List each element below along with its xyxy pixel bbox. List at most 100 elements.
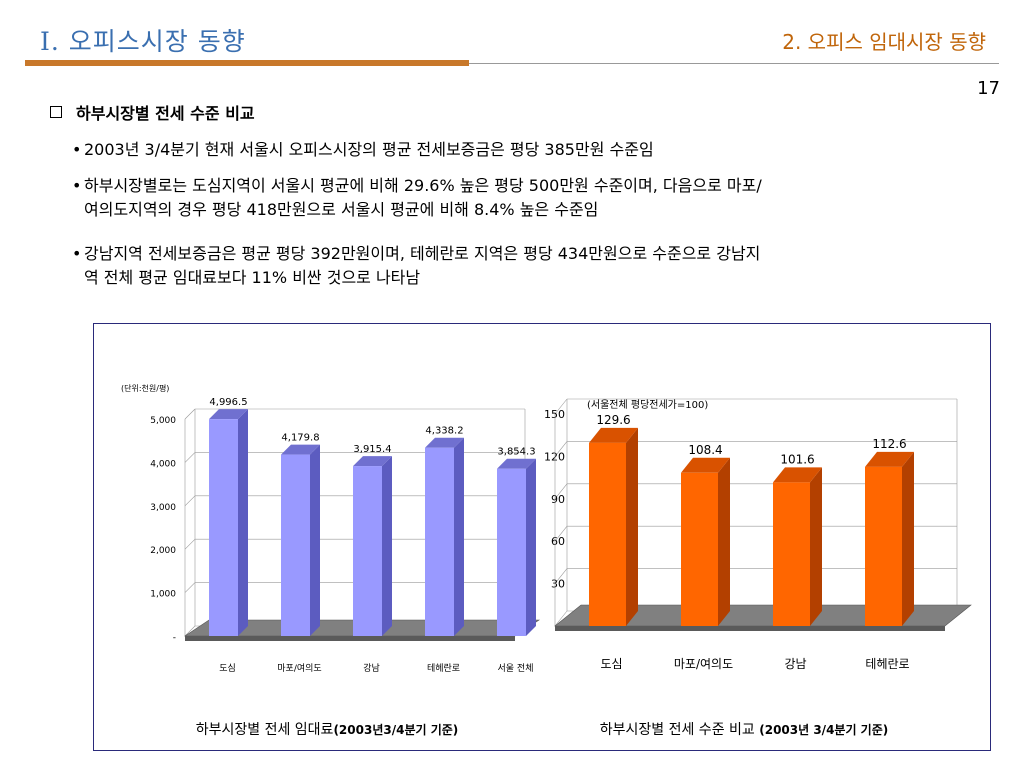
chart-2: -306090120150129.6도심108.4마포/여의도101.6강남11… [544,398,972,738]
side-gridline [184,625,196,637]
side-gridline [184,495,196,507]
checkbox-bullet-icon [50,106,62,118]
data-label: 3,854.3 [497,447,535,458]
bar-front [681,472,718,626]
bullet-text: 하부시장별로는 도심지역이 서울시 평균에 비해 29.6% 높은 평당 500… [84,176,762,195]
bar-side [382,456,392,636]
side-gridline [554,610,568,627]
bar [681,457,730,626]
data-label: 3,915.4 [353,444,391,455]
bar-top [773,467,822,483]
bar-top [589,427,638,443]
bar-front [281,454,310,636]
x-tick-label: 마포/여의도 [674,657,733,671]
unit-label: (서울전체 평당전세가=100) [587,399,708,411]
bar-front [497,468,526,636]
chart-title: 하부시장별 전세 임대료(2003년3/4분기 기준) [196,722,459,738]
bullet-dot-icon: • [72,140,82,159]
side-gridline [184,582,196,593]
bar [497,458,536,636]
bar [353,456,392,636]
bar-side [902,451,914,626]
y-tick-label: 60 [551,535,565,548]
bullet-item-3: • 강남지역 전세보증금은 평균 평당 392만원이며, 테헤란로 지역은 평당… [72,242,992,290]
y-tick-label: - [173,633,176,643]
charts-frame: - 1,000 2,000 3,000 4,000 5,000 4,996.5 도심 4,179… [93,323,991,751]
bullet-item-1: • 2003년 3/4분기 현재 서울시 오피스시장의 평균 전세보증금은 평당… [72,138,992,162]
side-gridline [554,568,568,584]
y-tick-label: 120 [544,450,565,463]
bar-side [238,409,248,636]
x-tick-label: 도심 [600,657,622,671]
data-label: 108.4 [688,443,722,457]
bar-side [718,457,730,626]
chart-floor-edge [555,626,945,631]
y-tick-label: 90 [551,493,565,506]
bar [281,444,320,636]
bar-side [810,467,822,626]
bar [865,451,914,626]
bar [589,427,638,626]
y-tick-label: 150 [544,408,565,421]
bar-side [626,427,638,626]
side-gridline [184,452,196,463]
data-label: 4,338.2 [425,426,463,437]
data-label: 129.6 [596,413,630,427]
side-gridline [184,538,196,550]
side-gridline [184,408,196,420]
bar [209,409,248,636]
x-tick-label: 서울 전체 [498,663,534,674]
bullet-text: 강남지역 전세보증금은 평균 평당 392만원이며, 테헤란로 지역은 평당 4… [84,244,761,263]
unit-label: (단위:천원/평) [121,383,169,393]
side-gridline [554,398,568,415]
side-gridline [554,526,568,542]
chart-floor-edge [185,636,515,641]
data-label: 112.6 [872,437,906,451]
bullet-text-continued: 역 전체 평균 임대료보다 11% 비싼 것으로 나타남 [84,268,421,287]
bar [773,467,822,626]
y-tick-label: 5,000 [150,416,176,426]
bar-top [281,444,320,455]
side-gridline [554,441,568,457]
bar-top [425,437,464,448]
x-tick-label: 강남 [363,663,380,674]
bar-top [353,456,392,467]
section-title-left: Ⅰ. 오피스시장 동향 [40,27,246,56]
bar-front [589,442,626,626]
chart-title: 하부시장별 전세 수준 비교 (2003년 3/4분기 기준) [600,722,889,738]
bar-top [865,451,914,467]
bar-side [526,458,536,636]
bullet-dot-icon: • [72,176,82,195]
bullet-text-continued: 여의도지역의 경우 평당 418만원으로 서울시 평균에 비해 8.4% 높은 … [84,200,599,219]
content-title-text: 하부시장별 전세 수준 비교 [76,104,255,123]
data-label: 4,179.8 [281,433,319,444]
bar-front [209,419,238,636]
x-tick-label: 도심 [219,663,236,674]
page-number: 17 [977,78,1000,99]
chart-1: - 1,000 2,000 3,000 4,000 5,000 4,996.5 도심 4,179… [121,383,540,738]
data-label: 101.6 [780,452,814,466]
bar-top [681,457,730,473]
section-title-right: 2. 오피스 임대시장 동향 [782,30,986,54]
y-tick-label: 3,000 [150,503,176,513]
bar-top [497,458,536,469]
data-label: 4,996.5 [209,397,247,408]
y-tick-label: 4,000 [150,459,176,469]
bar-front [353,466,382,636]
header-accent-bar [25,60,469,66]
x-tick-label: 강남 [784,657,806,671]
x-tick-label: 테헤란로 [865,657,909,671]
bar-front [773,482,810,626]
bullet-text: 2003년 3/4분기 현재 서울시 오피스시장의 평균 전세보증금은 평당 3… [84,140,654,159]
y-tick-label: 30 [551,578,565,591]
bar-top [209,409,248,420]
bullet-dot-icon: • [72,244,82,263]
x-tick-label: 마포/여의도 [277,662,321,674]
bar-side [310,444,320,636]
side-gridline [554,483,568,499]
content-title: 하부시장별 전세 수준 비교 [50,100,255,124]
bar [425,437,464,636]
bar-side [454,437,464,636]
header-divider-line [469,63,999,64]
y-tick-label: 2,000 [150,546,176,556]
